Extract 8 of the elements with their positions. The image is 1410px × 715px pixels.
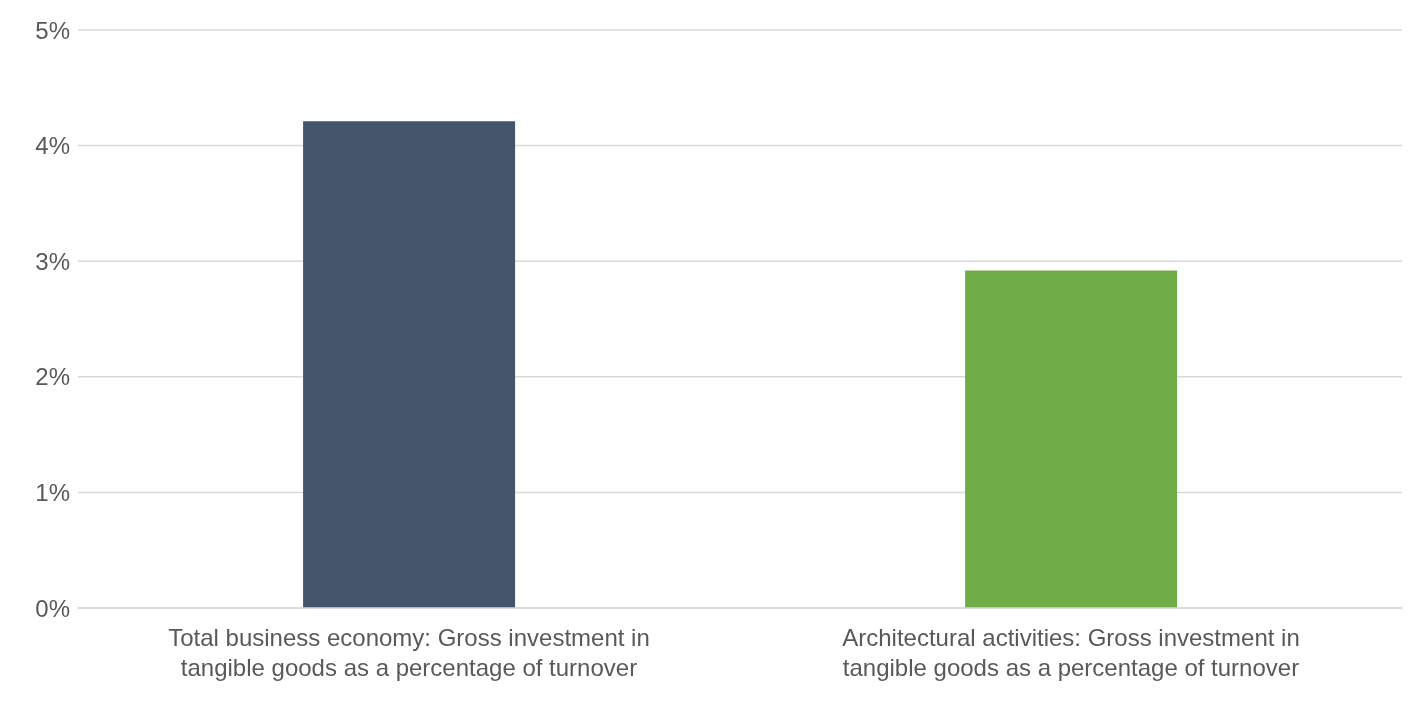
- y-tick-label: 5%: [35, 16, 70, 44]
- y-tick-label: 4%: [35, 132, 70, 160]
- y-tick-label: 3%: [35, 247, 70, 275]
- y-tick-label: 1%: [35, 478, 70, 506]
- x-tick-label: Architectural activities: Gross investment in tangible goods as a percentage of turnover: [842, 624, 1300, 681]
- y-tick-label: 2%: [35, 363, 70, 391]
- x-tick-label: Total business economy: Gross investment in tangible goods as a percentage of turnover: [168, 624, 650, 681]
- y-tick-label: 0%: [35, 594, 70, 622]
